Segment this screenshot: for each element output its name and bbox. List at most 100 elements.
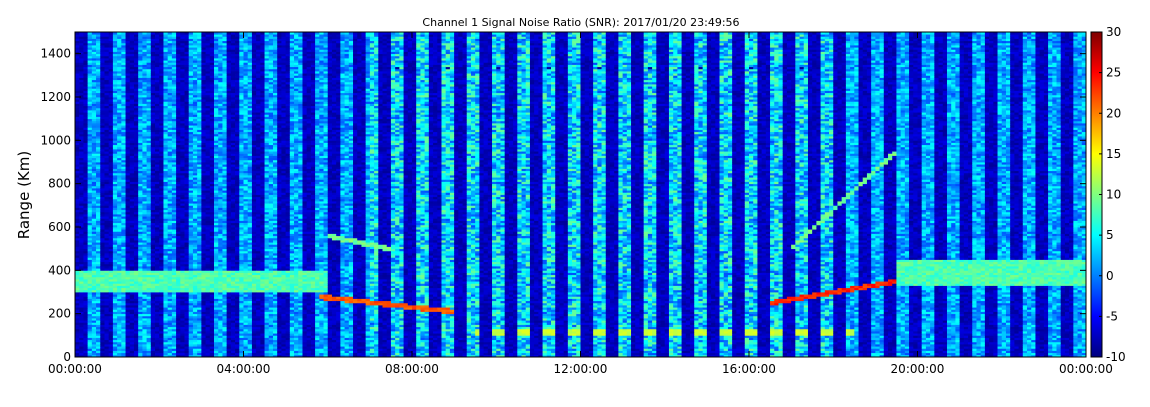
heatmap-cell [91, 170, 97, 174]
heatmap-cell [96, 218, 101, 221]
heatmap-cell [100, 201, 105, 204]
heatmap-cell [125, 66, 131, 70]
heatmap-cell [100, 45, 105, 48]
heatmap-cell [108, 266, 114, 269]
heatmap-cell [121, 45, 126, 48]
heatmap-cell [87, 125, 93, 128]
heatmap-cell [108, 339, 114, 343]
heatmap-cell [96, 214, 101, 217]
heatmap-cell [91, 138, 97, 141]
heatmap-cell [104, 240, 110, 243]
heatmap-cell [83, 177, 89, 180]
heatmap-cell [133, 207, 139, 211]
heatmap-cell [79, 214, 84, 217]
heatmap-cell [117, 201, 122, 204]
heatmap-cell [112, 307, 118, 310]
heatmap-cell [100, 179, 105, 182]
heatmap-cell [83, 337, 89, 341]
heatmap-cell [100, 192, 105, 195]
heatmap-cell [108, 172, 114, 176]
heatmap-cell [91, 261, 97, 265]
heatmap-cell [83, 66, 89, 70]
heatmap-cell [75, 92, 80, 96]
heatmap-cell [96, 298, 101, 302]
heatmap-cell [87, 179, 93, 182]
heatmap-cell [96, 344, 101, 347]
heatmap-cell [87, 112, 93, 115]
heatmap-cell [100, 181, 105, 185]
heatmap-cell [104, 354, 110, 358]
heatmap-cell [129, 45, 135, 48]
heatmap-cell [79, 229, 84, 232]
heatmap-cell [100, 214, 105, 217]
heatmap-cell [104, 164, 110, 167]
heatmap-cell [108, 129, 114, 133]
heatmap-cell [91, 233, 97, 237]
heatmap-cell [79, 110, 84, 113]
heatmap-cell [121, 298, 126, 302]
heatmap-cell [121, 79, 126, 83]
heatmap-cell [133, 88, 139, 91]
heatmap-cell [112, 276, 118, 280]
heatmap-cell [91, 53, 97, 57]
heatmap-cell [75, 257, 80, 260]
heatmap-cell [104, 146, 110, 150]
heatmap-cell [79, 259, 84, 263]
heatmap-cell [129, 127, 135, 130]
heatmap-cell [129, 138, 135, 141]
heatmap-cell [133, 305, 139, 308]
heatmap-cell [129, 164, 135, 167]
heatmap-cell [87, 242, 93, 245]
heatmap-cell [91, 112, 97, 115]
heatmap-cell [79, 49, 84, 52]
heatmap-cell [117, 166, 122, 169]
heatmap-cell [138, 196, 143, 200]
heatmap-cell [87, 140, 93, 143]
heatmap-cell [125, 348, 131, 351]
heatmap-cell [91, 207, 97, 211]
heatmap-cell [83, 136, 89, 139]
heatmap-cell [138, 125, 143, 128]
heatmap-cell [79, 162, 84, 165]
heatmap-cell [100, 188, 105, 191]
heatmap-cell [129, 201, 135, 204]
heatmap-cell [75, 81, 80, 85]
heatmap-cell [79, 179, 84, 182]
heatmap-cell [108, 257, 114, 260]
heatmap-cell [83, 313, 89, 317]
heatmap-cell [104, 129, 110, 133]
heatmap-cell [75, 190, 80, 193]
heatmap-cell [117, 185, 122, 189]
heatmap-cell [83, 211, 89, 215]
heatmap-cell [79, 307, 84, 310]
heatmap-cell [138, 203, 143, 206]
heatmap-cell [125, 49, 131, 52]
heatmap-cell [79, 222, 84, 226]
heatmap-cell [112, 66, 118, 70]
heatmap-cell [96, 34, 101, 37]
heatmap-cell [104, 157, 110, 161]
heatmap-cell [75, 207, 80, 211]
heatmap-cell [108, 255, 114, 258]
heatmap-cell [121, 131, 126, 135]
heatmap-cell [104, 261, 110, 265]
heatmap-cell [83, 318, 89, 321]
heatmap-cell [129, 231, 135, 234]
heatmap-cell [96, 66, 101, 70]
heatmap-cell [112, 99, 118, 102]
heatmap-cell [91, 79, 97, 83]
heatmap-cell [96, 88, 101, 91]
heatmap-cell [129, 237, 135, 241]
heatmap-cell [100, 114, 105, 117]
heatmap-cell [96, 68, 101, 72]
heatmap-cell [75, 266, 80, 269]
heatmap-cell [138, 242, 143, 245]
heatmap-cell [96, 196, 101, 200]
heatmap-cell [79, 166, 84, 169]
heatmap-cell [87, 136, 93, 139]
heatmap-cell [104, 77, 110, 81]
heatmap-cell [75, 53, 80, 57]
heatmap-cell [100, 339, 105, 343]
heatmap-cell [91, 47, 97, 50]
heatmap-cell [112, 255, 118, 258]
